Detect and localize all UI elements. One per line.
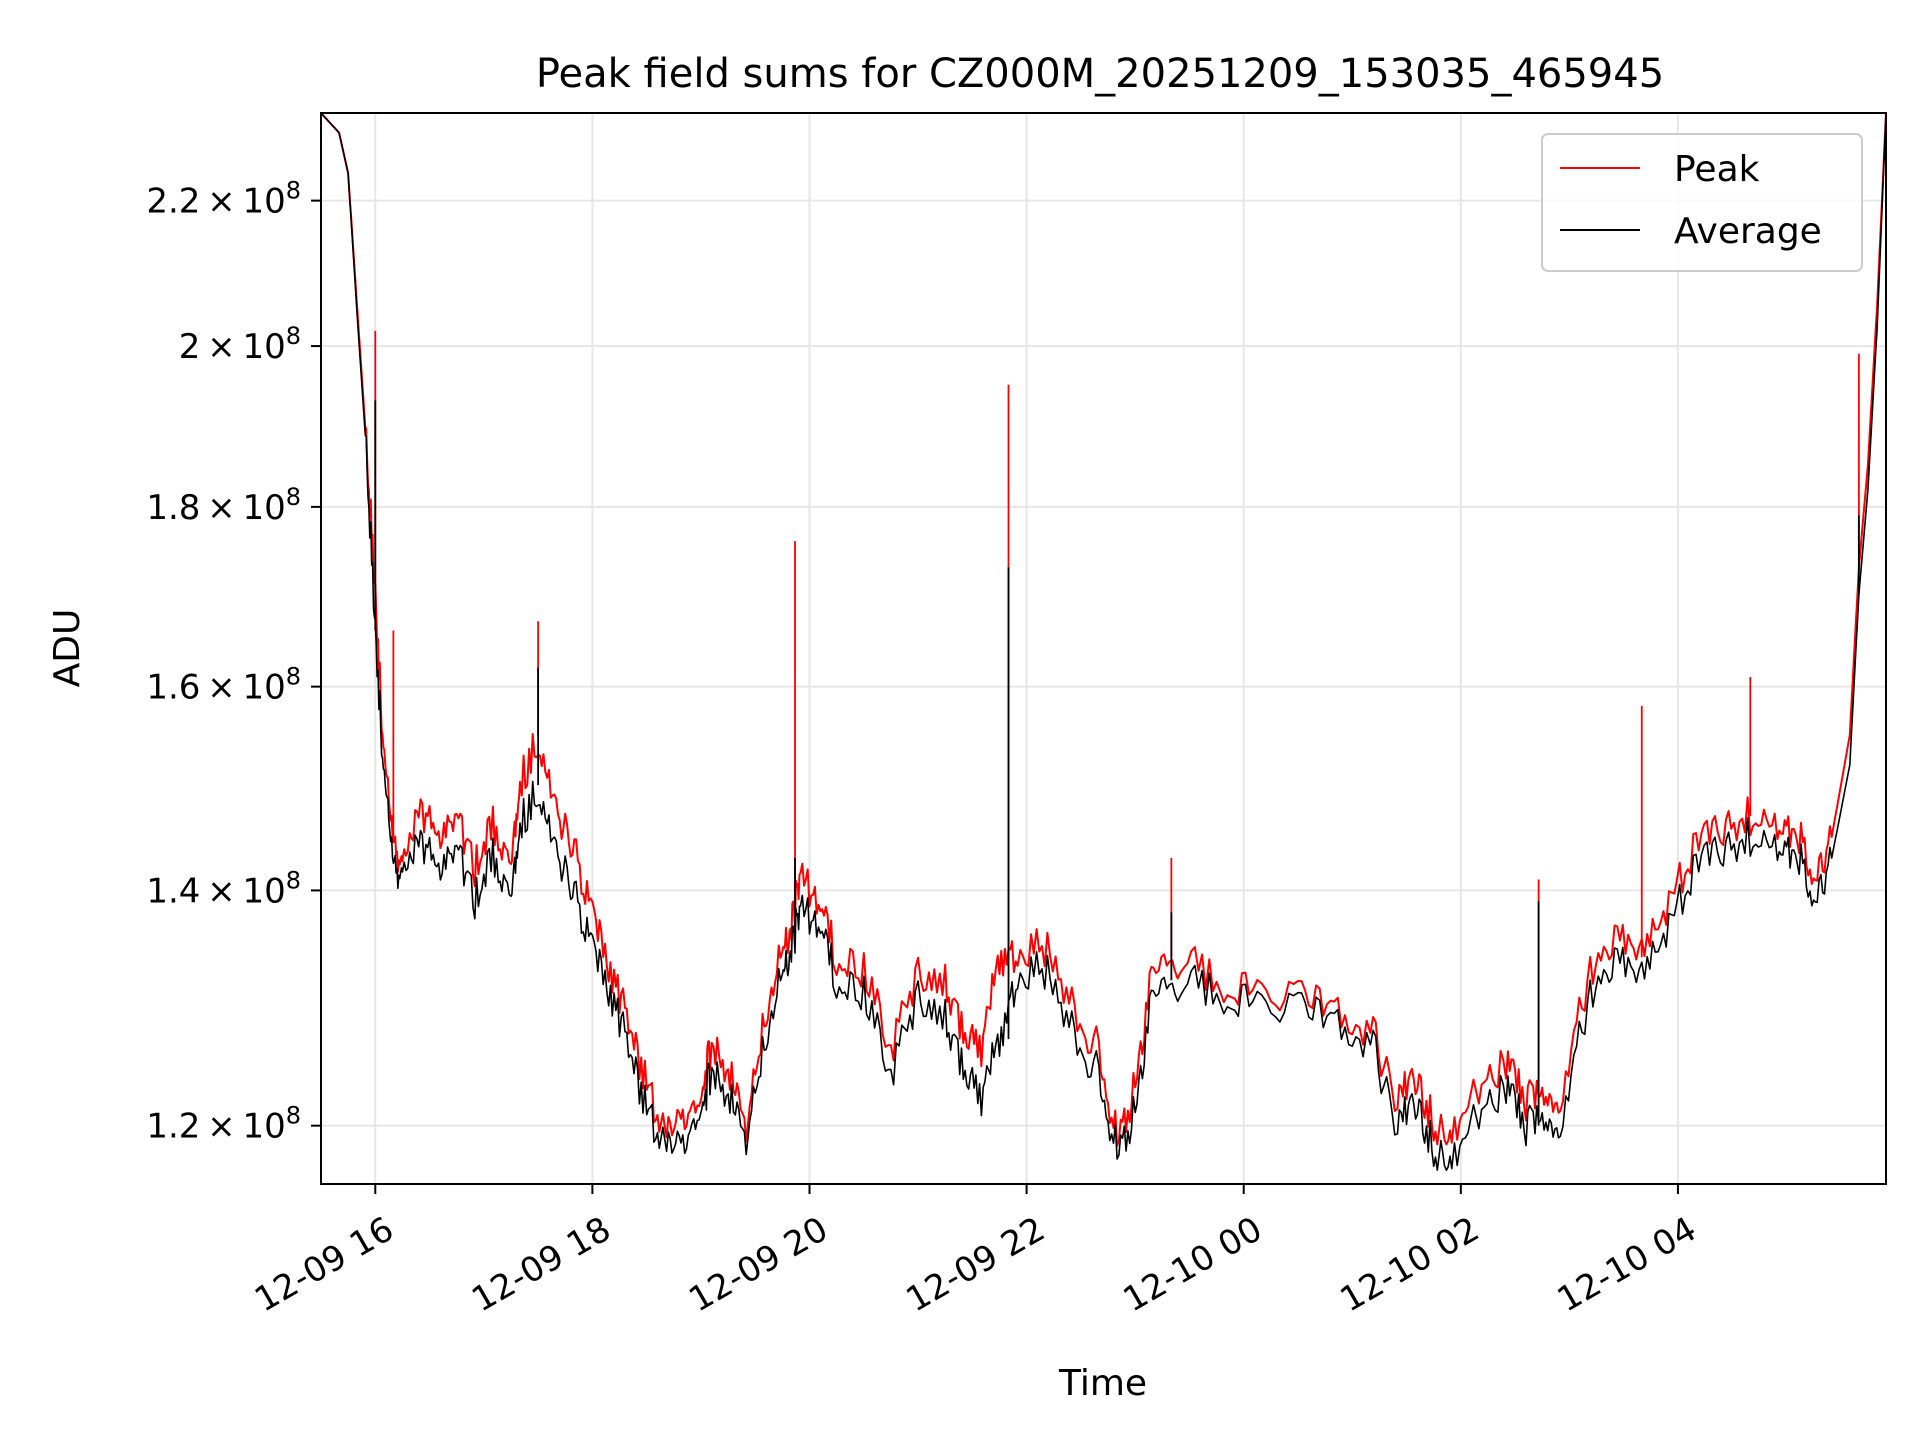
y-axis-label: ADU bbox=[47, 609, 88, 688]
legend-label-average: Average bbox=[1674, 211, 1822, 252]
y-tick-label: 1.4 × 108 bbox=[146, 866, 301, 911]
y-tick-label: 2 × 108 bbox=[179, 322, 301, 367]
series-line-average bbox=[321, 113, 1886, 1171]
plot-frame bbox=[320, 112, 1887, 1185]
y-tick-label: 1.8 × 108 bbox=[146, 483, 301, 528]
y-tick-label: 1.6 × 108 bbox=[146, 663, 301, 708]
y-tick-label: 1.2 × 108 bbox=[146, 1102, 301, 1147]
chart-title: Peak field sums for CZ000M_20251209_1530… bbox=[536, 51, 1664, 97]
x-axis-label: Time bbox=[1058, 1363, 1147, 1404]
series-layer bbox=[321, 113, 1886, 1171]
legend: Peak Average bbox=[1541, 133, 1863, 272]
legend-label-peak: Peak bbox=[1674, 149, 1760, 190]
series-line-peak bbox=[321, 113, 1886, 1148]
y-tick-label: 2.2 × 108 bbox=[146, 177, 301, 222]
y-axis-ticks: 1.2 × 108 1.4 × 108 1.6 × 108 1.8 × 108 2 × … bbox=[146, 177, 321, 1147]
